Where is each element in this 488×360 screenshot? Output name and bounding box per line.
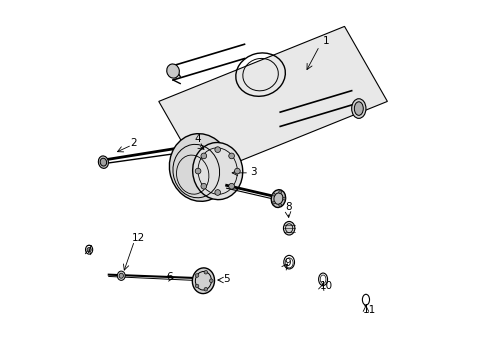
Text: 6: 6	[165, 272, 172, 282]
Circle shape	[201, 153, 206, 159]
Text: 10: 10	[319, 281, 332, 291]
Ellipse shape	[283, 221, 294, 235]
Circle shape	[228, 183, 234, 189]
Ellipse shape	[119, 273, 123, 278]
Circle shape	[203, 287, 207, 291]
Text: 5: 5	[223, 274, 229, 284]
Circle shape	[278, 204, 281, 206]
Ellipse shape	[192, 143, 242, 200]
Circle shape	[272, 201, 275, 204]
Text: 4: 4	[194, 135, 201, 144]
Ellipse shape	[100, 158, 106, 166]
Text: 8: 8	[285, 202, 292, 212]
Circle shape	[203, 270, 207, 274]
Circle shape	[195, 284, 199, 288]
Ellipse shape	[351, 99, 365, 118]
Circle shape	[282, 197, 285, 200]
Text: 11: 11	[363, 305, 376, 315]
Ellipse shape	[354, 102, 363, 115]
Circle shape	[228, 153, 234, 159]
Ellipse shape	[166, 64, 179, 78]
Circle shape	[87, 248, 91, 252]
Circle shape	[214, 190, 220, 195]
Circle shape	[201, 183, 206, 189]
Polygon shape	[159, 26, 386, 176]
Circle shape	[195, 168, 201, 174]
Text: 2: 2	[130, 138, 137, 148]
Ellipse shape	[117, 271, 125, 280]
Text: 9: 9	[284, 258, 290, 269]
Text: 3: 3	[249, 167, 256, 177]
Circle shape	[234, 168, 240, 174]
Ellipse shape	[271, 190, 285, 207]
Circle shape	[278, 191, 281, 194]
Ellipse shape	[98, 156, 108, 168]
Circle shape	[195, 274, 199, 277]
Circle shape	[209, 279, 213, 283]
Text: 7: 7	[85, 245, 92, 255]
Circle shape	[214, 147, 220, 153]
Ellipse shape	[169, 134, 230, 201]
Circle shape	[272, 193, 275, 196]
Text: 12: 12	[132, 233, 145, 243]
Ellipse shape	[192, 268, 214, 294]
Text: 1: 1	[323, 36, 329, 46]
